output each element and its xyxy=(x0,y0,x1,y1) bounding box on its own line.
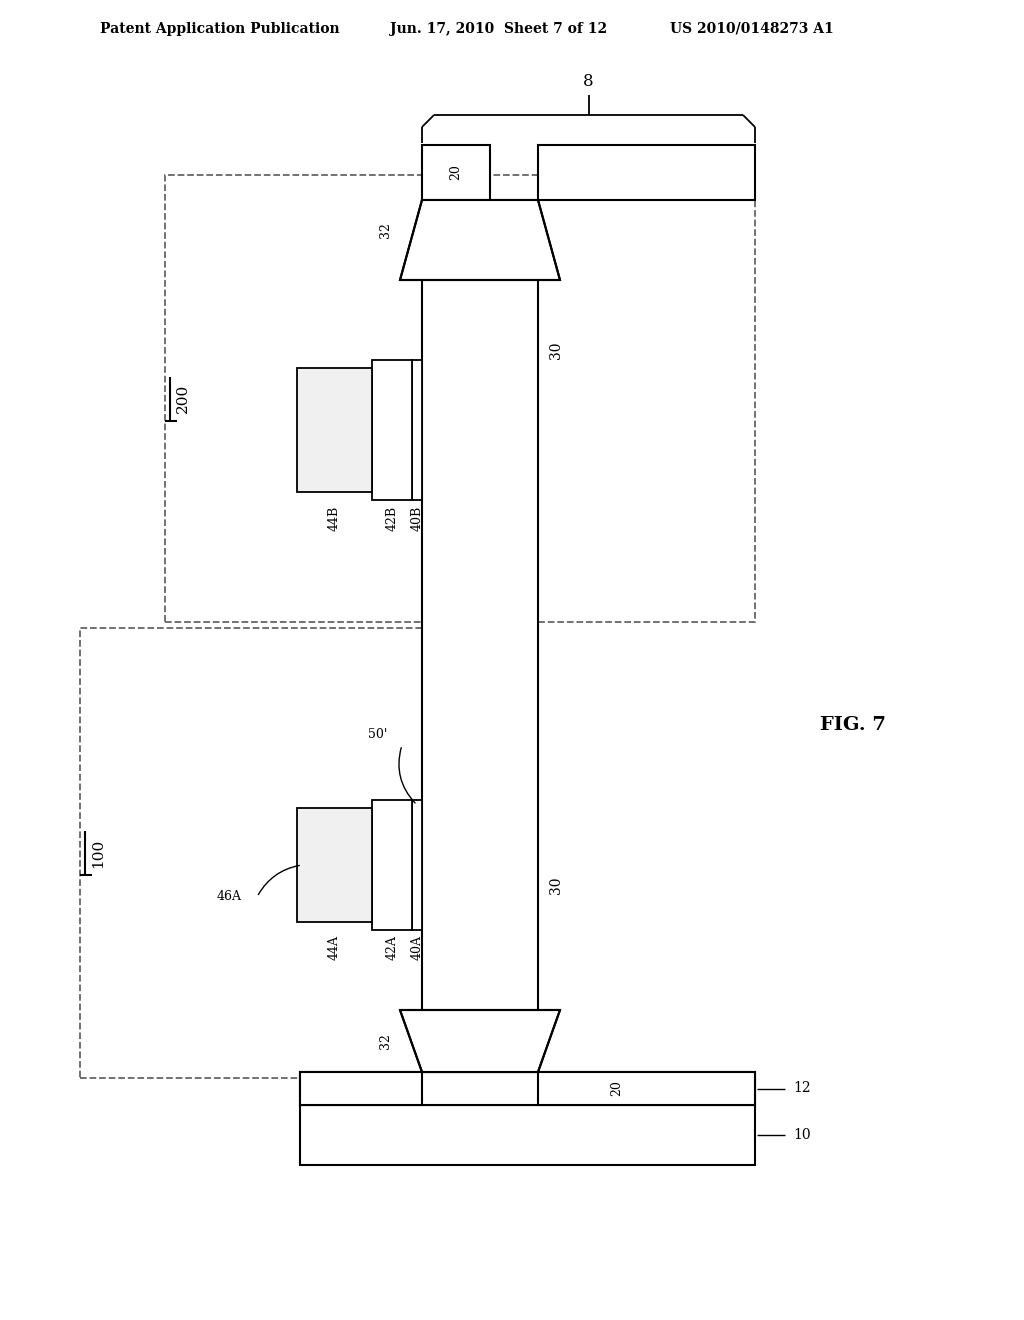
Polygon shape xyxy=(400,201,560,280)
Text: 40B: 40B xyxy=(411,506,424,531)
Text: Patent Application Publication: Patent Application Publication xyxy=(100,22,340,36)
Text: 50': 50' xyxy=(368,729,387,742)
Bar xyxy=(297,808,372,921)
Polygon shape xyxy=(400,1010,560,1072)
Bar xyxy=(422,145,490,201)
Text: 46A: 46A xyxy=(217,891,242,903)
Bar xyxy=(300,1072,755,1105)
Bar xyxy=(165,176,755,622)
Bar xyxy=(300,1105,755,1166)
Text: 30: 30 xyxy=(549,342,563,359)
Text: 44B: 44B xyxy=(328,506,341,531)
Text: 10: 10 xyxy=(793,1129,811,1142)
Text: 32: 32 xyxy=(379,222,391,238)
Bar xyxy=(297,368,372,492)
Text: 30: 30 xyxy=(549,876,563,894)
Bar xyxy=(538,1072,755,1105)
Bar xyxy=(372,800,412,931)
Text: FIG. 7: FIG. 7 xyxy=(820,715,886,734)
Text: 20: 20 xyxy=(450,165,463,181)
Text: 42B: 42B xyxy=(385,506,398,531)
Text: Jun. 17, 2010  Sheet 7 of 12: Jun. 17, 2010 Sheet 7 of 12 xyxy=(390,22,607,36)
Text: 200: 200 xyxy=(176,384,190,413)
Text: 42A: 42A xyxy=(385,936,398,961)
Bar xyxy=(80,628,538,1078)
Text: US 2010/0148273 A1: US 2010/0148273 A1 xyxy=(670,22,834,36)
Text: 40A: 40A xyxy=(411,936,424,961)
Bar xyxy=(422,201,538,1072)
Text: 100: 100 xyxy=(91,838,105,867)
Bar xyxy=(412,800,422,931)
Text: 12: 12 xyxy=(793,1081,811,1096)
Text: 20: 20 xyxy=(610,1081,623,1097)
Bar xyxy=(300,1072,422,1105)
Text: 44A: 44A xyxy=(328,936,341,961)
Bar xyxy=(372,360,412,500)
Text: 8: 8 xyxy=(584,74,594,91)
Bar xyxy=(538,145,755,201)
Text: 32: 32 xyxy=(379,1034,391,1049)
Bar xyxy=(412,360,422,500)
